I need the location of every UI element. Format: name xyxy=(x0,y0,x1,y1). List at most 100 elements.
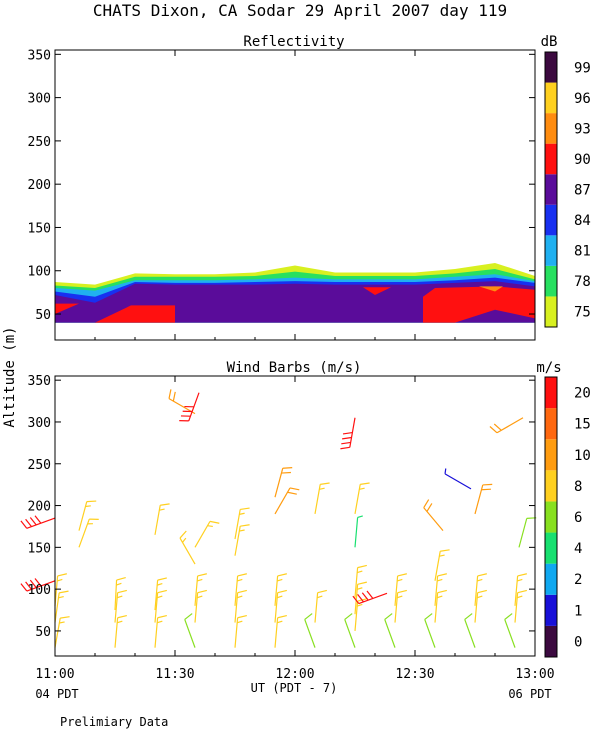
reflectivity-colorbar-level-87: 87 xyxy=(574,183,591,199)
reflectivity-colorbar-swatch-4 xyxy=(545,174,557,205)
wind-colorbar-level-4: 4 xyxy=(574,541,582,557)
wind-barb xyxy=(489,417,524,434)
reflectivity-patch-2 xyxy=(363,287,391,295)
wind-barb xyxy=(54,573,67,606)
reflectivity-title: Reflectivity xyxy=(243,34,344,50)
wind-ytick-label-150: 150 xyxy=(28,541,51,556)
wind-barb xyxy=(423,499,444,532)
altitude-axis-label: Altitude (m) xyxy=(2,326,18,427)
reflectivity-colorbar-level-96: 96 xyxy=(574,91,591,107)
wind-barb xyxy=(474,483,493,515)
wind-barb xyxy=(78,518,99,548)
reflectivity-ytick-label-100: 100 xyxy=(28,265,51,280)
wind-barb xyxy=(514,573,527,606)
wind-colorbar-level-1: 1 xyxy=(574,603,582,619)
wind-barb xyxy=(434,589,447,623)
xtick-label-11:30: 11:30 xyxy=(155,667,194,682)
wind-barb xyxy=(114,576,126,611)
wind-barb xyxy=(184,613,196,648)
wind-barb xyxy=(340,417,356,450)
wind-barb xyxy=(54,616,70,648)
reflectivity-colorbar-frame xyxy=(544,51,558,328)
wind-colorbar-level-10: 10 xyxy=(574,448,591,464)
wind-barbs-panel: Wind Barbs (m/s) m/s 5010015020025030035… xyxy=(20,360,591,658)
xtick-label-12:00: 12:00 xyxy=(275,667,314,682)
wind-barb xyxy=(314,482,330,515)
wind-barb xyxy=(394,573,407,606)
wind-barb xyxy=(179,392,200,422)
reflectivity-ytick-label-50: 50 xyxy=(35,308,51,323)
wind-barb xyxy=(504,613,516,648)
wind-barb xyxy=(274,573,287,606)
wind-barbs-title: Wind Barbs (m/s) xyxy=(227,360,362,376)
wind-colorbar-swatch-2 xyxy=(545,563,557,595)
wind-barb xyxy=(394,589,407,623)
reflectivity-ytick-label-150: 150 xyxy=(28,221,51,236)
wind-barb xyxy=(274,467,293,498)
reflectivity-colorbar-level-75: 75 xyxy=(574,305,591,321)
left-date-label: 04 PDT xyxy=(35,687,78,701)
reflectivity-ytick-label-250: 250 xyxy=(28,135,51,150)
reflectivity-colorbar-swatch-6 xyxy=(545,113,557,144)
wind-colorbar-level-20: 20 xyxy=(574,386,591,402)
wind-barb xyxy=(179,530,196,565)
wind-barb xyxy=(114,614,127,648)
wind-colorbar-swatch-1 xyxy=(545,594,557,626)
wind-colorbar-swatch-7 xyxy=(545,408,557,440)
wind-colorbar-unit: m/s xyxy=(536,360,561,376)
wind-barb xyxy=(168,389,196,415)
wind-colorbar: 0 1 2 4 6 8 10 15 20 xyxy=(544,376,591,658)
reflectivity-patch-1 xyxy=(95,305,175,323)
reflectivity-ytick-label-200: 200 xyxy=(28,178,51,193)
reflectivity-colorbar-level-99: 99 xyxy=(574,60,591,76)
wind-barb xyxy=(354,515,363,548)
wind-barb xyxy=(154,589,167,623)
wind-barb xyxy=(154,614,167,648)
wind-colorbar-level-15: 15 xyxy=(574,417,591,433)
reflectivity-colorbar-swatch-3 xyxy=(545,204,557,236)
wind-barb xyxy=(354,482,370,515)
wind-barb xyxy=(314,589,327,623)
wind-barb xyxy=(114,589,127,623)
wind-barb xyxy=(194,573,207,606)
reflectivity-colorbar-swatch-7 xyxy=(545,82,557,114)
reflectivity-y-axis: 50 100 150 200 250 300 350 xyxy=(28,48,535,323)
reflectivity-patch-4 xyxy=(479,286,503,292)
wind-colorbar-level-2: 2 xyxy=(574,572,582,588)
time-x-axis: 11:00 11:30 12:00 12:30 13:00 xyxy=(35,50,555,682)
wind-barb xyxy=(234,524,250,556)
wind-barb xyxy=(352,590,388,605)
wind-colorbar-swatch-0 xyxy=(545,625,557,657)
reflectivity-colorbar-level-84: 84 xyxy=(574,213,591,229)
preliminary-data-note: Prelimiary Data xyxy=(60,715,168,729)
wind-colorbar-level-0: 0 xyxy=(574,634,582,650)
xtick-label-13:00: 13:00 xyxy=(515,667,554,682)
reflectivity-colorbar-swatch-8 xyxy=(545,52,557,83)
x-axis-label: UT (PDT - 7) xyxy=(251,681,338,695)
right-date-label: 06 PDT xyxy=(508,687,551,701)
wind-barb xyxy=(20,515,56,529)
wind-barb xyxy=(234,507,250,540)
wind-barb xyxy=(344,613,356,648)
wind-barb xyxy=(304,613,316,648)
wind-colorbar-swatch-6 xyxy=(545,439,557,471)
wind-barb xyxy=(474,573,487,606)
reflectivity-colorbar-level-90: 90 xyxy=(574,152,591,168)
reflectivity-ytick-label-300: 300 xyxy=(28,92,51,107)
xtick-label-12:30: 12:30 xyxy=(395,667,434,682)
wind-barb xyxy=(274,589,287,623)
reflectivity-colorbar-unit: dB xyxy=(541,34,558,50)
reflectivity-patch-3 xyxy=(423,286,535,323)
reflectivity-colorbar-swatch-2 xyxy=(545,235,557,266)
wind-barb xyxy=(274,614,287,648)
wind-colorbar-level-8: 8 xyxy=(574,479,582,495)
wind-ytick-label-100: 100 xyxy=(28,583,51,598)
wind-colorbar-swatch-3 xyxy=(545,532,557,564)
wind-barb xyxy=(234,614,247,648)
reflectivity-colorbar-level-78: 78 xyxy=(574,274,591,290)
wind-barb xyxy=(154,503,170,535)
wind-barb xyxy=(20,578,56,592)
wind-frame xyxy=(54,375,536,657)
wind-barb xyxy=(154,577,167,611)
xtick-label-11:00: 11:00 xyxy=(35,667,74,682)
